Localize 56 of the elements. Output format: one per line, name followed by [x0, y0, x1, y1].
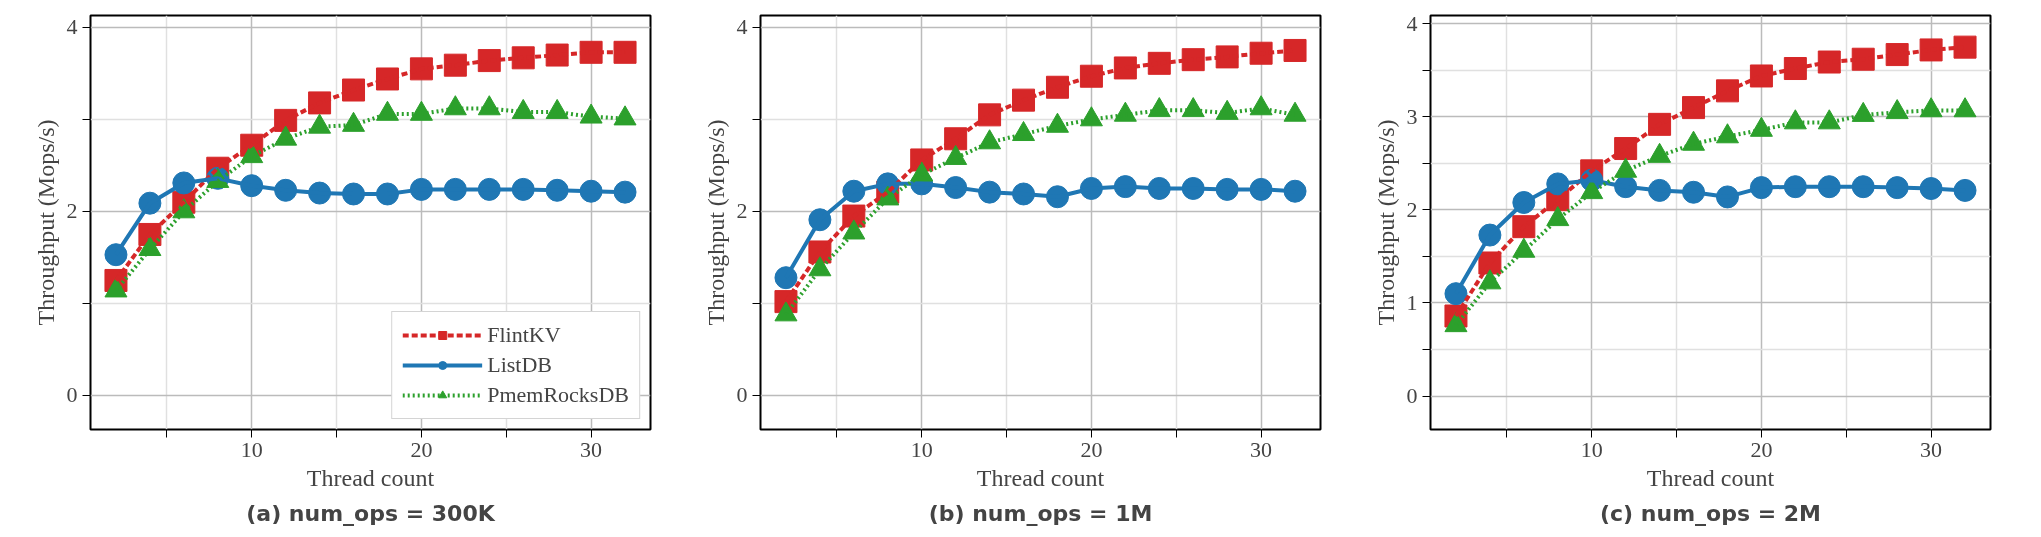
y-tick-label: 4	[66, 14, 78, 40]
point	[1715, 79, 1739, 103]
y-axis-title: Throughput (Mops/s)	[1372, 119, 1399, 326]
x-tick-label: 30	[1250, 436, 1273, 462]
point	[375, 67, 399, 91]
x-tick-label: 10	[1580, 436, 1603, 462]
point	[1817, 50, 1841, 74]
point	[1113, 56, 1137, 80]
y-tick-label: 0	[66, 382, 78, 408]
point	[1953, 178, 1977, 202]
legend-label: FlintKV	[487, 322, 561, 348]
legend-label: ListDB	[487, 352, 552, 378]
y-tick-label: 1	[1406, 289, 1418, 315]
point	[978, 103, 1002, 127]
point	[342, 78, 366, 102]
y-axis-title: Throughput (Mops/s)	[32, 119, 59, 326]
y-tick-label: 4	[1406, 10, 1418, 36]
x-tick-label: 20	[410, 436, 433, 462]
x-axis-title: Thread count	[1646, 464, 1775, 491]
point	[545, 43, 569, 67]
x-tick-label: 30	[1920, 436, 1943, 462]
x-tick-label: 10	[910, 436, 933, 462]
text: (b) num_ops = 1M	[928, 500, 1153, 526]
point	[1249, 41, 1273, 65]
point	[613, 180, 637, 204]
x-tick-label: 30	[580, 436, 603, 462]
point	[1283, 38, 1307, 62]
legend-label: PmemRocksDB	[487, 382, 629, 408]
point	[1953, 35, 1977, 59]
y-tick-label: 0	[736, 382, 748, 408]
y-tick-label: 4	[736, 14, 748, 40]
point	[308, 91, 332, 115]
point	[774, 266, 798, 290]
point	[409, 57, 433, 81]
y-tick-label: 2	[66, 198, 78, 224]
point	[1215, 45, 1239, 69]
text: (a) num_ops = 300K	[246, 500, 496, 526]
x-tick-label: 10	[240, 436, 263, 462]
point	[579, 40, 603, 64]
y-axis-title: Throughput (Mops/s)	[702, 119, 729, 326]
x-axis-title: Thread count	[976, 464, 1105, 491]
point	[511, 46, 535, 70]
point	[1012, 88, 1036, 112]
y-tick-label: 0	[1406, 383, 1418, 409]
y-tick-label: 2	[1406, 196, 1418, 222]
point	[1749, 64, 1773, 88]
point	[1919, 38, 1943, 62]
x-axis-title: Thread count	[306, 464, 435, 491]
point	[613, 40, 637, 64]
text: (c) num_ops = 2M	[1600, 500, 1821, 526]
x-tick-label: 20	[1080, 436, 1103, 462]
point	[1283, 179, 1307, 203]
y-tick-label: 2	[736, 198, 748, 224]
point	[104, 243, 128, 267]
y-tick-label: 3	[1406, 103, 1418, 129]
x-tick-label: 20	[1750, 436, 1773, 462]
